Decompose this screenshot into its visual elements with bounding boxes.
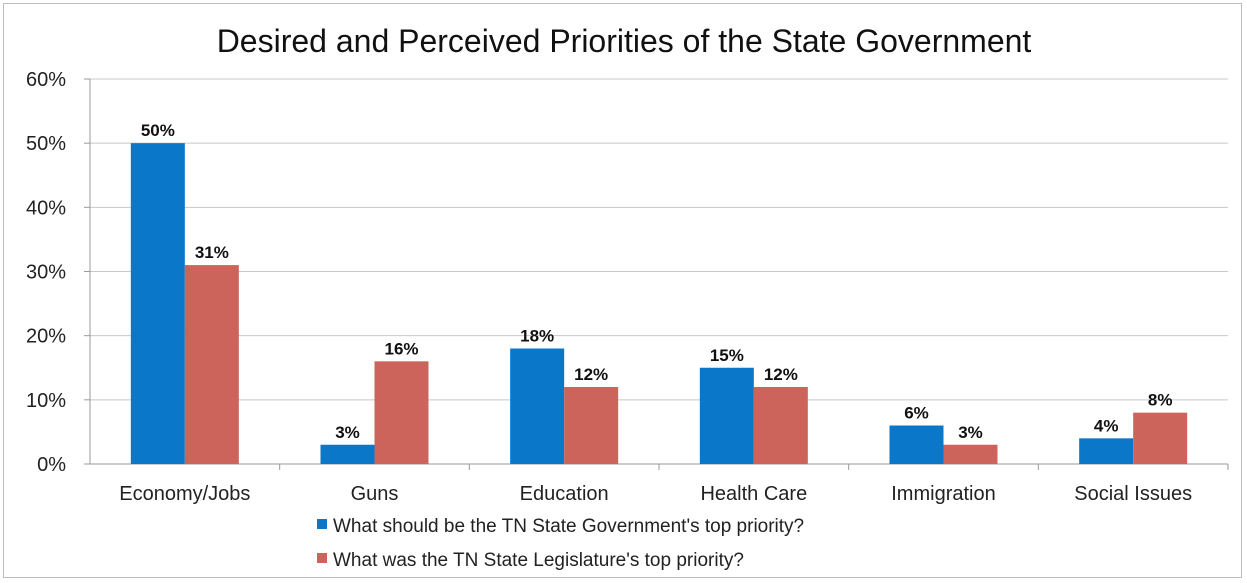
- legend-label: What was the TN State Legislature's top …: [333, 550, 744, 571]
- chart-title: Desired and Perceived Priorities of the …: [217, 23, 1032, 59]
- x-axis: Economy/Jobs Guns Education Health Care Immi…: [119, 464, 1229, 505]
- data-label: 12%: [764, 365, 798, 384]
- y-tick-label: 10%: [26, 390, 66, 412]
- legend-swatch: [317, 519, 327, 529]
- bar: [1079, 438, 1134, 464]
- y-tick-label: 60%: [26, 69, 66, 91]
- data-label: 3%: [335, 423, 360, 442]
- data-label: 16%: [384, 339, 418, 358]
- y-axis-ticks: 0% 10% 20% 30% 40% 50% 60%: [26, 69, 66, 476]
- bar: [130, 143, 185, 464]
- data-label: 18%: [520, 327, 554, 346]
- y-tick-label: 50%: [26, 133, 66, 155]
- bars: [130, 143, 1188, 464]
- data-label: 31%: [195, 243, 229, 262]
- gridlines: [84, 78, 1228, 465]
- y-tick-label: 20%: [26, 326, 66, 348]
- data-label: 6%: [904, 404, 929, 423]
- bar: [564, 387, 619, 464]
- bar: [753, 387, 808, 464]
- y-tick-label: 40%: [26, 197, 66, 219]
- x-category-label: Education: [520, 483, 609, 505]
- data-label: 50%: [141, 121, 175, 140]
- bar: [889, 425, 944, 464]
- data-label: 12%: [574, 365, 608, 384]
- legend-swatch: [317, 553, 327, 563]
- bar: [1133, 412, 1188, 464]
- y-tick-label: 0%: [37, 454, 66, 476]
- bar: [510, 348, 565, 464]
- x-category-label: Health Care: [700, 483, 807, 505]
- legend: What should be the TN State Government's…: [317, 516, 804, 571]
- bar: [320, 444, 375, 464]
- data-labels: 50% 31% 3% 16% 18% 12% 15% 12% 6% 3% 4% 8%: [141, 121, 1173, 442]
- y-tick-label: 30%: [26, 262, 66, 284]
- x-category-label: Social Issues: [1074, 483, 1192, 505]
- data-label: 8%: [1148, 391, 1173, 410]
- data-label: 15%: [710, 346, 744, 365]
- data-label: 3%: [958, 423, 983, 442]
- legend-label: What should be the TN State Government's…: [333, 516, 804, 537]
- bar: [374, 361, 429, 464]
- x-category-label: Guns: [351, 483, 399, 505]
- bar: [184, 265, 239, 464]
- x-category-label: Economy/Jobs: [119, 483, 250, 505]
- bar: [943, 444, 998, 464]
- x-category-label: Immigration: [891, 483, 995, 505]
- data-label: 4%: [1094, 416, 1119, 435]
- bar: [699, 367, 754, 464]
